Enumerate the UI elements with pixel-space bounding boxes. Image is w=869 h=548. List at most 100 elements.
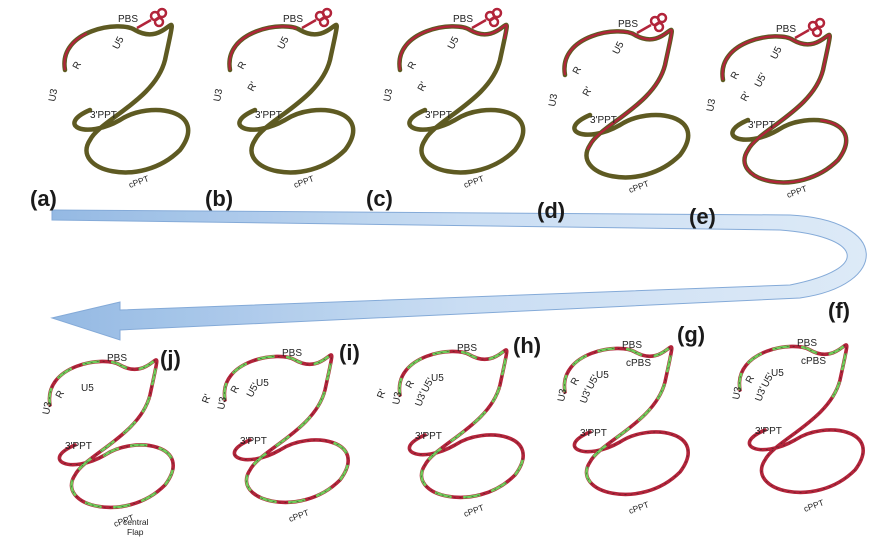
plus-strand-dna — [738, 343, 865, 494]
panel-label-h: (h) — [513, 333, 542, 358]
label-pbs: PBS — [797, 338, 817, 349]
label-pbs: PBS — [283, 14, 303, 25]
label-u3: U3 — [547, 93, 560, 108]
trna-primer-icon — [301, 7, 333, 30]
panel-d: PBS U5 U3 R 3'PPT cPPT R' — [547, 12, 691, 195]
trna-primer-icon — [636, 12, 668, 35]
label-3ppt: 3'PPT — [90, 110, 117, 121]
rna-strand — [227, 22, 356, 175]
label-r: R — [571, 65, 584, 77]
minus-strand-dna — [562, 345, 690, 497]
panel-label-c: (c) — [366, 186, 393, 211]
label-u5: U5 — [611, 40, 627, 57]
trna-primer-icon — [794, 17, 826, 40]
label-u5: U5 — [111, 35, 127, 52]
label-3ppt: 3'PPT — [415, 431, 442, 442]
label-u3: U3 — [212, 88, 225, 103]
label-u3-prime: U3' — [578, 387, 593, 405]
label-r: R — [569, 376, 582, 388]
label-u3: U3 — [216, 396, 229, 411]
label-u3-prime: U3' — [753, 385, 768, 403]
label-r: R — [236, 60, 249, 72]
label-pbs: PBS — [776, 24, 796, 35]
panel-label-f: (f) — [828, 298, 850, 323]
label-cppt: cPPT — [802, 497, 825, 514]
label-pbs: PBS — [282, 348, 302, 359]
panel-label-j: (j) — [160, 346, 181, 371]
label-3ppt: 3'PPT — [755, 426, 782, 437]
label-r: R — [404, 379, 417, 391]
label-u5: U5 — [596, 370, 609, 381]
helix-contour — [224, 354, 349, 503]
label-cpbs: cPBS — [626, 358, 651, 369]
minus-strand-dna — [398, 24, 524, 174]
label-pbs: PBS — [118, 14, 138, 25]
panel-a: PBS U5 U3 R 3'PPT cPPT — [47, 7, 191, 190]
label-u3: U3 — [731, 386, 744, 401]
label-r: R — [406, 60, 419, 72]
label-r: R — [729, 70, 742, 82]
minus-strand-dna — [721, 34, 847, 184]
label-pbs: PBS — [618, 19, 638, 30]
label-u5: U5 — [431, 373, 444, 384]
label-u5: U5 — [276, 35, 292, 52]
label-r-prime: R' — [200, 393, 213, 405]
label-r-prime: R' — [739, 90, 753, 103]
label-u5: U5 — [771, 368, 784, 379]
label-cppt: cPPT — [462, 173, 485, 190]
label-u3: U3 — [382, 88, 395, 103]
panel-b: PBS U5 U3 R 3'PPT cPPT R' — [212, 7, 356, 190]
label-pbs: PBS — [453, 14, 473, 25]
label-3ppt: 3'PPT — [580, 428, 607, 439]
label-r-prime: R' — [246, 80, 260, 93]
helix-contour — [739, 344, 864, 493]
label-u3: U3 — [556, 388, 569, 403]
minus-strand-dna — [563, 29, 689, 179]
label-r-prime: R' — [416, 80, 430, 93]
label-cppt: cPPT — [627, 178, 650, 195]
label-cppt: cPPT — [287, 507, 310, 524]
label-cpbs: cPBS — [801, 356, 826, 367]
plus-strand-dna — [398, 348, 525, 499]
rna-strand — [720, 32, 849, 185]
plus-strand-dna — [48, 358, 175, 509]
label-r-prime: R' — [581, 85, 595, 98]
helix-contour — [399, 349, 524, 498]
panel-label-g: (g) — [677, 322, 706, 347]
plus-strand-dna — [223, 353, 350, 504]
plus-strand-dna — [563, 345, 690, 496]
panel-label-b: (b) — [205, 186, 234, 211]
label-cppt: cPPT — [627, 499, 650, 516]
label-r-prime: R' — [375, 388, 388, 400]
label-3ppt: 3'PPT — [425, 110, 452, 121]
label-cppt: cPPT — [292, 173, 315, 190]
label-flap: Flap — [127, 527, 144, 537]
label-r: R — [71, 60, 84, 72]
minus-strand-dna — [397, 348, 525, 500]
panel-label-a: (a) — [30, 186, 57, 211]
label-u5-prime: U5' — [753, 71, 770, 89]
label-r: R — [54, 389, 67, 401]
label-3ppt: 3'PPT — [748, 120, 775, 131]
helix-contour — [564, 346, 689, 495]
label-r: R — [229, 384, 242, 396]
label-pbs: PBS — [457, 343, 477, 354]
rna-strand — [62, 22, 191, 175]
label-3ppt: 3'PPT — [65, 441, 92, 452]
minus-strand-dna — [737, 343, 865, 495]
label-u5: U5 — [81, 383, 94, 394]
label-central: central — [123, 517, 149, 527]
panel-e: PBS U5 U3 R 3'PPT cPPT R'U5' — [705, 17, 849, 200]
rna-strand — [397, 22, 526, 175]
label-u5: U5 — [256, 378, 269, 389]
label-u3: U3 — [47, 88, 60, 103]
label-pbs: PBS — [622, 340, 642, 351]
label-u5: U5 — [769, 45, 785, 62]
label-cppt: cPPT — [127, 173, 150, 190]
label-cppt: cPPT — [785, 183, 808, 200]
